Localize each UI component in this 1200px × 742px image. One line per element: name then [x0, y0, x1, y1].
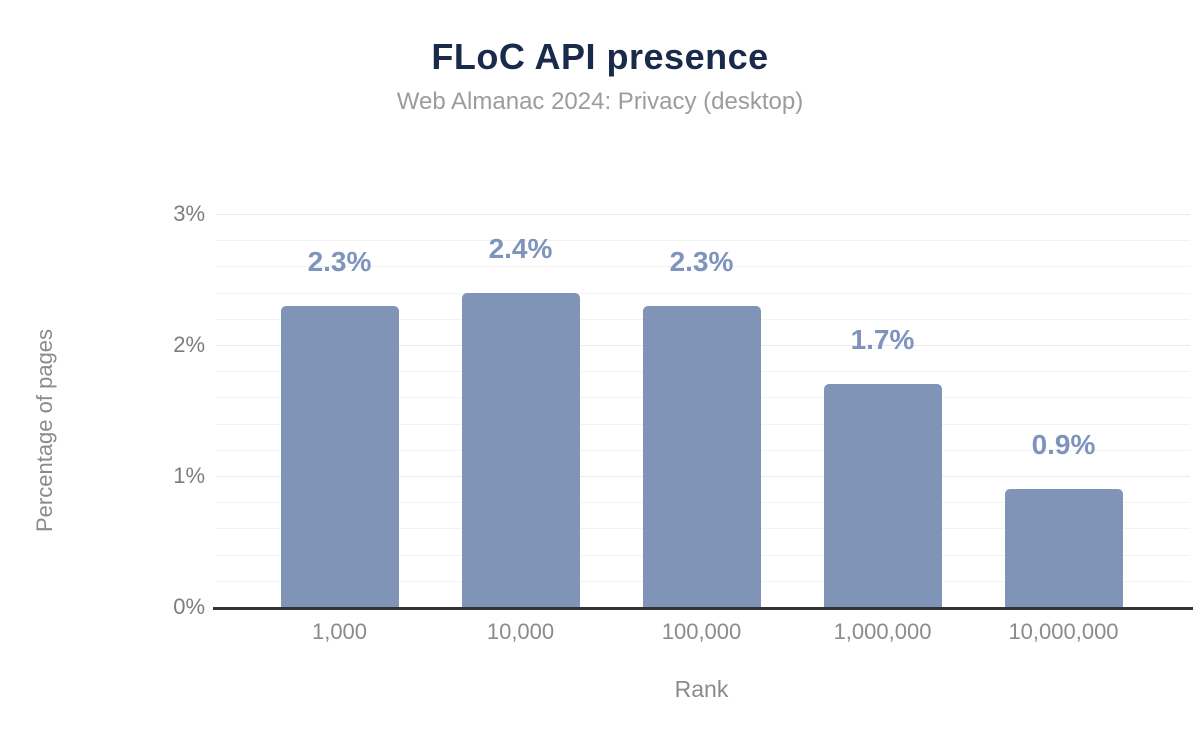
gridline: [216, 240, 1190, 242]
bar-value-label: 2.3%: [669, 245, 734, 277]
x-tick-label: 10,000,000: [1008, 619, 1119, 644]
chart-subtitle: Web Almanac 2024: Privacy (desktop): [396, 88, 804, 115]
x-tick-label: 1,000: [311, 619, 368, 644]
y-tick-label: 3%: [173, 201, 205, 226]
gridline: [216, 214, 1190, 215]
x-tick-label: 10,000: [486, 619, 555, 644]
bar: [823, 384, 942, 607]
y-axis-title: Percentage of pages: [32, 328, 57, 532]
x-tick-label: 1,000,000: [833, 619, 932, 644]
bar-value-label: 2.4%: [488, 232, 553, 264]
y-tick-label: 1%: [173, 463, 205, 488]
gridline: [216, 266, 1190, 268]
x-axis-line: [213, 607, 1193, 610]
bar: [461, 292, 580, 607]
bar-value-label: 1.7%: [850, 324, 915, 356]
bar: [642, 305, 761, 607]
x-axis-title: Rank: [674, 676, 729, 702]
bar: [1004, 489, 1123, 607]
bar-value-label: 0.9%: [1031, 429, 1096, 461]
x-tick-label: 100,000: [661, 619, 742, 644]
y-tick-label: 2%: [173, 332, 205, 357]
gridline: [216, 292, 1190, 294]
plot-area: 0% 1% 2% 3% 2.3% 1,000 2.4% 10,000 2.3% 100,000 1.…: [173, 180, 1193, 644]
chart-title: FLoC API presence: [431, 36, 769, 77]
y-tick-label: 0%: [173, 594, 205, 619]
bar: [280, 305, 399, 607]
bar-value-label: 2.3%: [307, 245, 372, 277]
